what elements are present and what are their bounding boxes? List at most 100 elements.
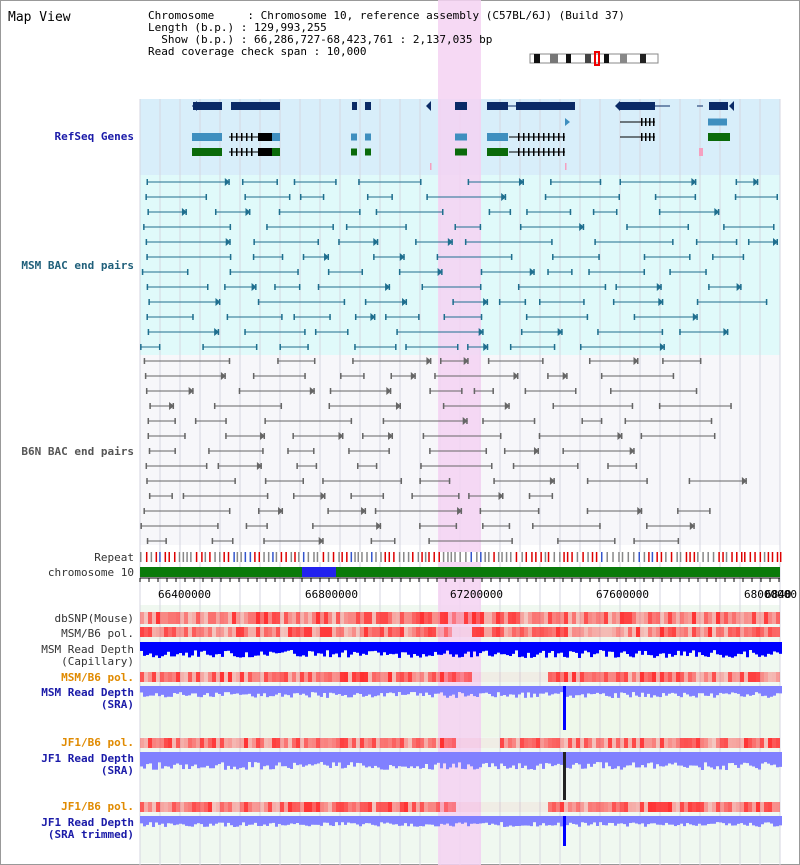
pol-cell: [624, 627, 628, 637]
pol-cell: [168, 802, 172, 812]
pol-cell: [712, 738, 716, 748]
depth-bar: [566, 642, 569, 658]
pol-cell: [684, 612, 688, 624]
msm-bac-pair-arrow: [225, 238, 231, 246]
pol-cell: [284, 802, 288, 812]
track-label-jf1-b6-pol-2[interactable]: JF1/B6 pol.: [61, 800, 134, 813]
pol-cell: [372, 738, 376, 748]
gene-exon: [543, 148, 545, 156]
track-label-chromosome[interactable]: chromosome 10: [47, 566, 134, 579]
depth-bar: [152, 642, 155, 658]
depth-bar: [536, 816, 539, 827]
depth-bar: [332, 752, 335, 763]
pol-cell: [152, 802, 156, 812]
track-label-dbsnp[interactable]: dbSNP(Mouse): [54, 612, 134, 625]
pol-cell: [404, 802, 408, 812]
track-label-msm-bac[interactable]: MSM BAC end pairs: [21, 259, 134, 272]
pol-cell: [476, 672, 480, 682]
msm-bac-pair-arrow: [753, 178, 759, 186]
depth-bar: [758, 752, 761, 770]
pol-cell: [532, 627, 536, 637]
track-label-repeat[interactable]: Repeat: [94, 551, 134, 564]
depth-bar: [446, 752, 449, 770]
depth-bar: [707, 686, 710, 696]
gene-exon: [533, 148, 535, 156]
gene-feature: [192, 133, 222, 141]
depth-bar: [494, 816, 497, 825]
pol-cell: [716, 738, 720, 748]
depth-bar: [380, 752, 383, 770]
pol-cell: [276, 738, 280, 748]
depth-bar: [455, 642, 458, 655]
depth-bar: [626, 816, 629, 827]
depth-bar: [524, 686, 527, 698]
depth-bar: [689, 686, 692, 697]
track-label-msm-b6-pol-2[interactable]: MSM/B6 pol.: [61, 671, 134, 684]
pol-cell: [368, 627, 372, 637]
depth-bar: [284, 816, 287, 826]
msm-bac-pair-end: [244, 329, 246, 335]
depth-bar: [425, 686, 428, 693]
pol-cell: [712, 802, 716, 812]
track-label-jf1-depth-sra-1[interactable]: JF1 Read Depth: [41, 752, 134, 765]
pol-cell: [412, 802, 416, 812]
depth-bar: [176, 816, 179, 825]
depth-bar: [275, 642, 278, 654]
pol-cell: [292, 738, 296, 748]
track-label-msm-b6-pol[interactable]: MSM/B6 pol.: [61, 627, 134, 640]
depth-bar: [677, 752, 680, 766]
depth-bar: [476, 642, 479, 657]
msm-bac-pair-end: [304, 329, 306, 335]
msm-bac-pair-end: [661, 329, 664, 335]
msm-bac-pair-end: [145, 239, 148, 245]
track-label-b6n-bac[interactable]: B6N BAC end pairs: [21, 445, 134, 458]
pol-cell: [760, 672, 764, 682]
pol-cell: [248, 672, 252, 682]
depth-bar: [227, 816, 230, 823]
pol-cell: [756, 802, 760, 812]
b6n-bac-pair-end: [184, 433, 186, 439]
b6n-bac-pair-end: [208, 448, 210, 454]
msm-bac-pair-arrow: [659, 343, 665, 351]
pol-cell: [404, 738, 408, 748]
repeat-feature: [417, 552, 420, 562]
pol-cell: [704, 672, 708, 682]
pol-cell: [756, 627, 760, 637]
depth-bar: [713, 752, 716, 770]
pol-cell: [648, 612, 652, 624]
pol-cell: [376, 612, 380, 624]
track-label-jf1-b6-pol[interactable]: JF1/B6 pol.: [61, 736, 134, 749]
track-label-jf1-depth-trim-1[interactable]: JF1 Read Depth: [41, 816, 134, 829]
pol-cell: [192, 738, 196, 748]
track-label-msm-depth-sra-1[interactable]: MSM Read Depth: [41, 686, 134, 699]
pol-cell: [680, 627, 684, 637]
pol-cell: [728, 802, 732, 812]
depth-bar: [662, 752, 665, 767]
b6n-bac-pair-end: [182, 493, 185, 499]
pol-cell: [528, 802, 532, 812]
pol-cell: [752, 802, 756, 812]
pol-cell: [728, 738, 732, 748]
pol-cell: [684, 802, 688, 812]
depth-bar: [668, 816, 671, 825]
depth-bar: [416, 752, 419, 767]
track-label-msm-depth-cap-1[interactable]: MSM Read Depth: [41, 643, 134, 656]
depth-bar: [323, 642, 326, 657]
pol-cell: [324, 627, 328, 637]
pol-cell: [244, 672, 248, 682]
msm-bac-pair-end: [229, 269, 232, 275]
pol-cell: [704, 612, 708, 624]
msm-bac-pair-end: [569, 209, 572, 215]
repeat-feature: [488, 552, 490, 562]
pol-cell: [628, 612, 632, 624]
track-label-refseq[interactable]: RefSeq Genes: [54, 130, 134, 143]
depth-bar: [548, 816, 551, 826]
pol-cell: [692, 627, 696, 637]
depth-bar: [470, 752, 473, 767]
depth-bar: [317, 816, 320, 825]
depth-bar: [599, 752, 602, 763]
pol-cell: [224, 738, 228, 748]
depth-bar: [290, 686, 293, 698]
depth-bar: [335, 642, 338, 654]
